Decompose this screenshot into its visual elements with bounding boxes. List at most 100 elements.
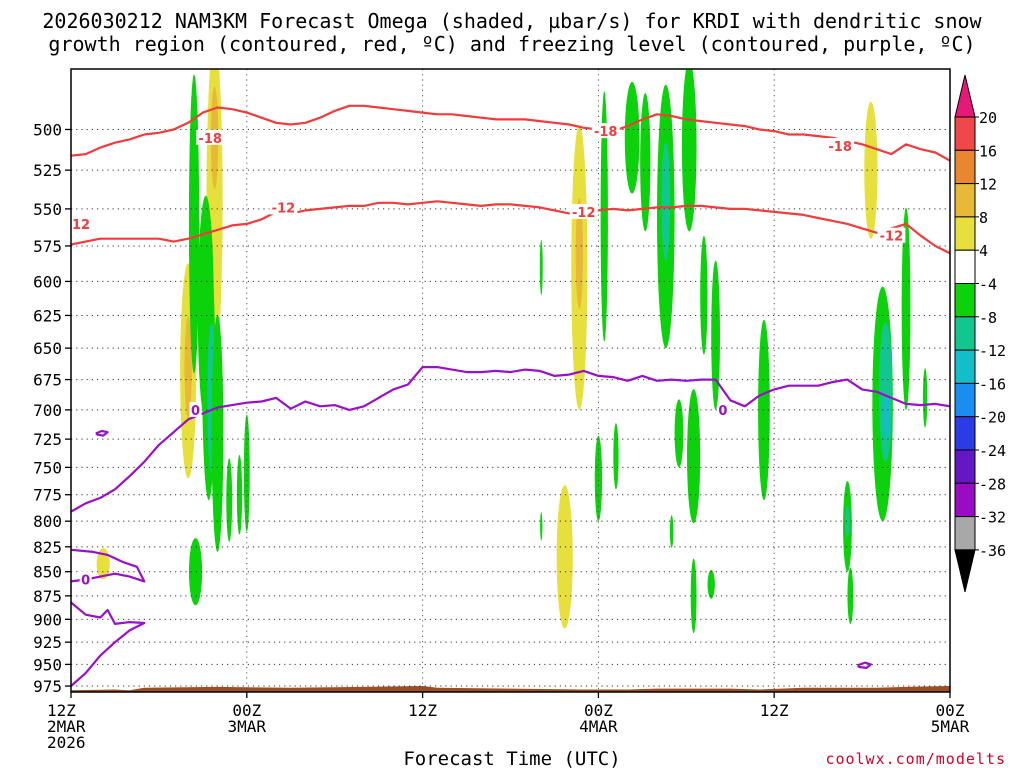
y-tick-label-3: 575 xyxy=(33,237,62,256)
freezing-contour-2 xyxy=(71,601,146,687)
x-tick-label-3-0: 00Z xyxy=(584,701,613,720)
freezing-contour-label-1-0: 0 xyxy=(81,574,90,589)
y-tick-label-6: 650 xyxy=(33,339,62,358)
y-tick-label-5: 625 xyxy=(33,306,62,325)
colorbar-bin-8 xyxy=(954,382,976,418)
freezing-label-bg-1-0 xyxy=(79,571,92,587)
site-credit[interactable]: coolwx.com/modelts xyxy=(825,750,1006,768)
omega-cell-1 xyxy=(184,316,192,419)
y-tick-label-4: 600 xyxy=(33,272,62,291)
colorbar-bin-9 xyxy=(954,416,976,451)
omega-cell-25 xyxy=(661,142,671,261)
colorbar-bin-6 xyxy=(954,316,976,351)
freezing-contour-3 xyxy=(95,429,109,437)
colorbar-bin-10 xyxy=(954,449,976,484)
x-tick-label-3-1: 4MAR xyxy=(579,717,618,736)
omega-cell-36 xyxy=(845,505,850,537)
freezing-contour-label-0-1: 0 xyxy=(718,404,727,419)
omega-cell-37 xyxy=(847,567,854,624)
colorbar-tick-label-5: -4 xyxy=(979,276,997,294)
colorbar: 20 16 12 8 4 -4 -8 -12 -16 -20 -24 -28 -32 -36 xyxy=(954,74,1006,593)
y-tick-label-2: 550 xyxy=(33,200,62,219)
y-tick-label-0: 500 xyxy=(33,120,62,139)
colorbar-bin-12 xyxy=(954,516,976,551)
x-tick-label-2-0: 12Z xyxy=(408,701,437,720)
snow-contour-label-1-2: -12 xyxy=(572,206,596,221)
omega-cell-13 xyxy=(96,548,110,580)
omega-cell-42 xyxy=(922,368,928,428)
snow-contour-label-0-2: -18 xyxy=(828,140,852,155)
snow-contour-1 xyxy=(71,200,950,255)
omega-cell-8 xyxy=(211,314,224,552)
x-tick-label-1-0: 00Z xyxy=(232,701,261,720)
plot-frame xyxy=(70,68,951,693)
terrain-fill xyxy=(71,686,950,692)
freezing-label-bg-0-0 xyxy=(189,401,202,417)
omega-cell-19 xyxy=(613,423,619,490)
chart-title-line2: growth region (contoured, red, ºC) and f… xyxy=(48,32,976,56)
omega-cell-30 xyxy=(674,399,684,468)
omega-cell-32 xyxy=(690,558,697,634)
omega-cell-22 xyxy=(624,81,640,194)
colorbar-tick-label-1: 16 xyxy=(979,142,997,160)
omega-cell-4 xyxy=(188,74,200,374)
omega-cell-20 xyxy=(539,239,543,296)
freezing-contour-1 xyxy=(71,548,146,583)
omega-cell-28 xyxy=(700,235,708,355)
x-tick-label-4-0: 12Z xyxy=(760,701,789,720)
contour-layer: -18 -18 -18 -12 -12 -12 -12 0 0 0 xyxy=(71,104,950,687)
snow-contour-label-0-0: -18 xyxy=(198,132,222,147)
freezing-contour-label-0-0: 0 xyxy=(191,404,200,419)
omega-cell-16 xyxy=(556,485,573,629)
freezing-contour-0 xyxy=(71,366,950,513)
omega-cell-40 xyxy=(884,392,890,440)
terrain-layer xyxy=(71,686,950,692)
omega-cell-39 xyxy=(878,321,893,462)
gridlines xyxy=(70,69,951,692)
x-tick-label-0-2: 2026 xyxy=(47,733,86,752)
y-tick-label-15: 875 xyxy=(33,587,62,606)
snow-contour-label-1-1: -12 xyxy=(272,201,296,216)
colorbar-bin-11 xyxy=(954,482,976,518)
colorbar-tick-label-12: -32 xyxy=(979,509,1006,527)
snow-contour-label-1-3: -12 xyxy=(880,230,904,245)
x-tick-label-0-1: 2MAR xyxy=(47,717,86,736)
x-tick-label-5-1: 5MAR xyxy=(931,717,970,736)
snow-label-bg-1-0 xyxy=(71,215,93,231)
omega-cell-29 xyxy=(711,260,720,410)
y-tick-label-12: 800 xyxy=(33,512,62,531)
colorbar-bin-4 xyxy=(954,249,976,284)
snow-contour-label-0-1: -18 xyxy=(594,125,618,140)
y-tick-label-18: 950 xyxy=(33,655,62,674)
omega-cell-17 xyxy=(600,91,608,342)
colorbar-bin-5 xyxy=(954,283,976,318)
omega-cell-27 xyxy=(687,389,701,524)
y-tick-label-13: 825 xyxy=(33,538,62,557)
colorbar-tick-label-6: -8 xyxy=(979,309,997,327)
omega-cell-21 xyxy=(540,511,543,541)
colorbar-top-arrow xyxy=(954,74,976,118)
snow-label-bg-1-1 xyxy=(269,199,298,215)
snow-label-bg-1-3 xyxy=(877,227,906,243)
chart-title-line1: 2026030212 NAM3KM Forecast Omega (shaded… xyxy=(42,9,982,33)
colorbar-tick-label-7: -12 xyxy=(979,342,1006,360)
snow-label-bg-0-0 xyxy=(196,129,225,145)
colorbar-bin-3 xyxy=(954,216,976,251)
colorbar-tick-label-9: -20 xyxy=(979,409,1006,427)
y-tick-label-8: 700 xyxy=(33,401,62,420)
omega-cell-12 xyxy=(243,414,250,532)
omega-cell-43 xyxy=(864,101,878,239)
snow-contour-0 xyxy=(71,104,950,162)
omega-cell-23 xyxy=(640,92,651,232)
omega-cell-11 xyxy=(236,454,243,535)
colorbar-tick-label-11: -28 xyxy=(979,475,1006,493)
snow-label-bg-0-1 xyxy=(591,123,620,139)
x-tick-label-1-1: 3MAR xyxy=(228,717,267,736)
colorbar-bin-0 xyxy=(954,116,976,151)
omega-cell-10 xyxy=(226,458,233,542)
colorbar-bin-7 xyxy=(954,349,976,384)
omega-cell-18 xyxy=(594,435,603,522)
omega-cell-31 xyxy=(669,515,674,548)
